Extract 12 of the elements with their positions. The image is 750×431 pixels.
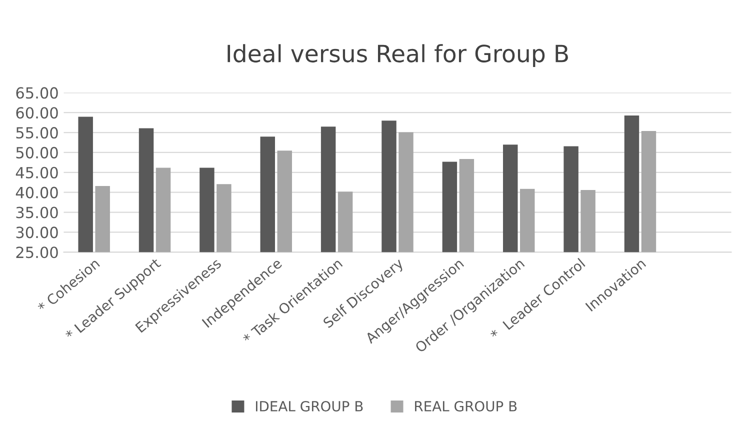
- y-tick-label: 50.00: [16, 146, 58, 158]
- y-tick-label: 65.00: [16, 87, 58, 99]
- chart-title: Ideal versus Real for Group B: [228, 44, 568, 68]
- y-tick-label: 60.00: [16, 107, 58, 119]
- y-tick-label: 35.00: [16, 206, 58, 218]
- legend-label: REAL GROUP B: [415, 400, 517, 412]
- y-tick-label: 45.00: [16, 166, 58, 178]
- legend-label: IDEAL GROUP B: [256, 400, 363, 412]
- y-tick-label: 55.00: [16, 127, 58, 139]
- y-tick-label: 25.00: [16, 246, 58, 258]
- y-tick-label: 30.00: [16, 226, 58, 238]
- y-tick-label: 40.00: [16, 186, 58, 198]
